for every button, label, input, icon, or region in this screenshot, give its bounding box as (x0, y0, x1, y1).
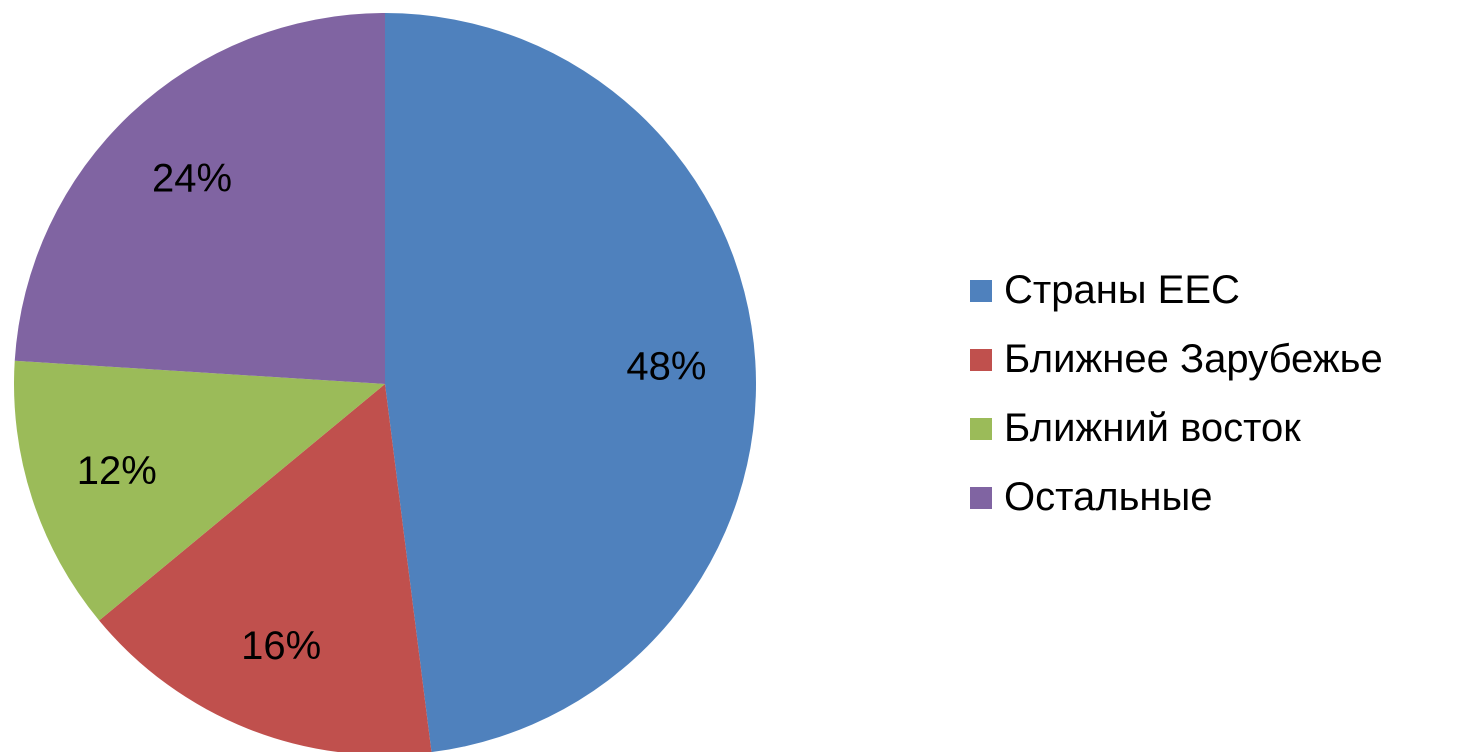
pie-slice-labels: 48% 16% 12% 24% (77, 156, 707, 668)
legend-label-2: Ближний восток (1004, 406, 1301, 450)
pie-slice-0 (385, 13, 756, 752)
legend-swatch-0 (970, 279, 992, 302)
legend-label-3: Остальные (1004, 475, 1213, 519)
pie-slice-2 (14, 360, 386, 621)
slice-label-3: 24% (152, 156, 232, 200)
slice-label-2: 12% (77, 449, 157, 493)
pie-slices (14, 12, 756, 752)
legend-item-1: Ближнее Зарубежье (970, 325, 1383, 394)
legend-swatch-3 (970, 486, 992, 509)
pie-slice-1 (99, 384, 432, 752)
slice-label-1: 16% (241, 624, 321, 668)
legend-item-3: Остальные (970, 463, 1383, 532)
legend-item-0: Страны ЕЕС (970, 256, 1383, 325)
legend: Страны ЕЕС Ближнее Зарубежье Ближний вос… (970, 256, 1383, 532)
slice-label-0: 48% (626, 344, 706, 388)
legend-label-0: Страны ЕЕС (1004, 268, 1240, 312)
legend-swatch-2 (970, 417, 992, 440)
legend-swatch-1 (970, 348, 992, 371)
legend-label-1: Ближнее Зарубежье (1004, 337, 1383, 381)
pie-slice-3 (14, 12, 385, 385)
legend-item-2: Ближний восток (970, 394, 1383, 463)
